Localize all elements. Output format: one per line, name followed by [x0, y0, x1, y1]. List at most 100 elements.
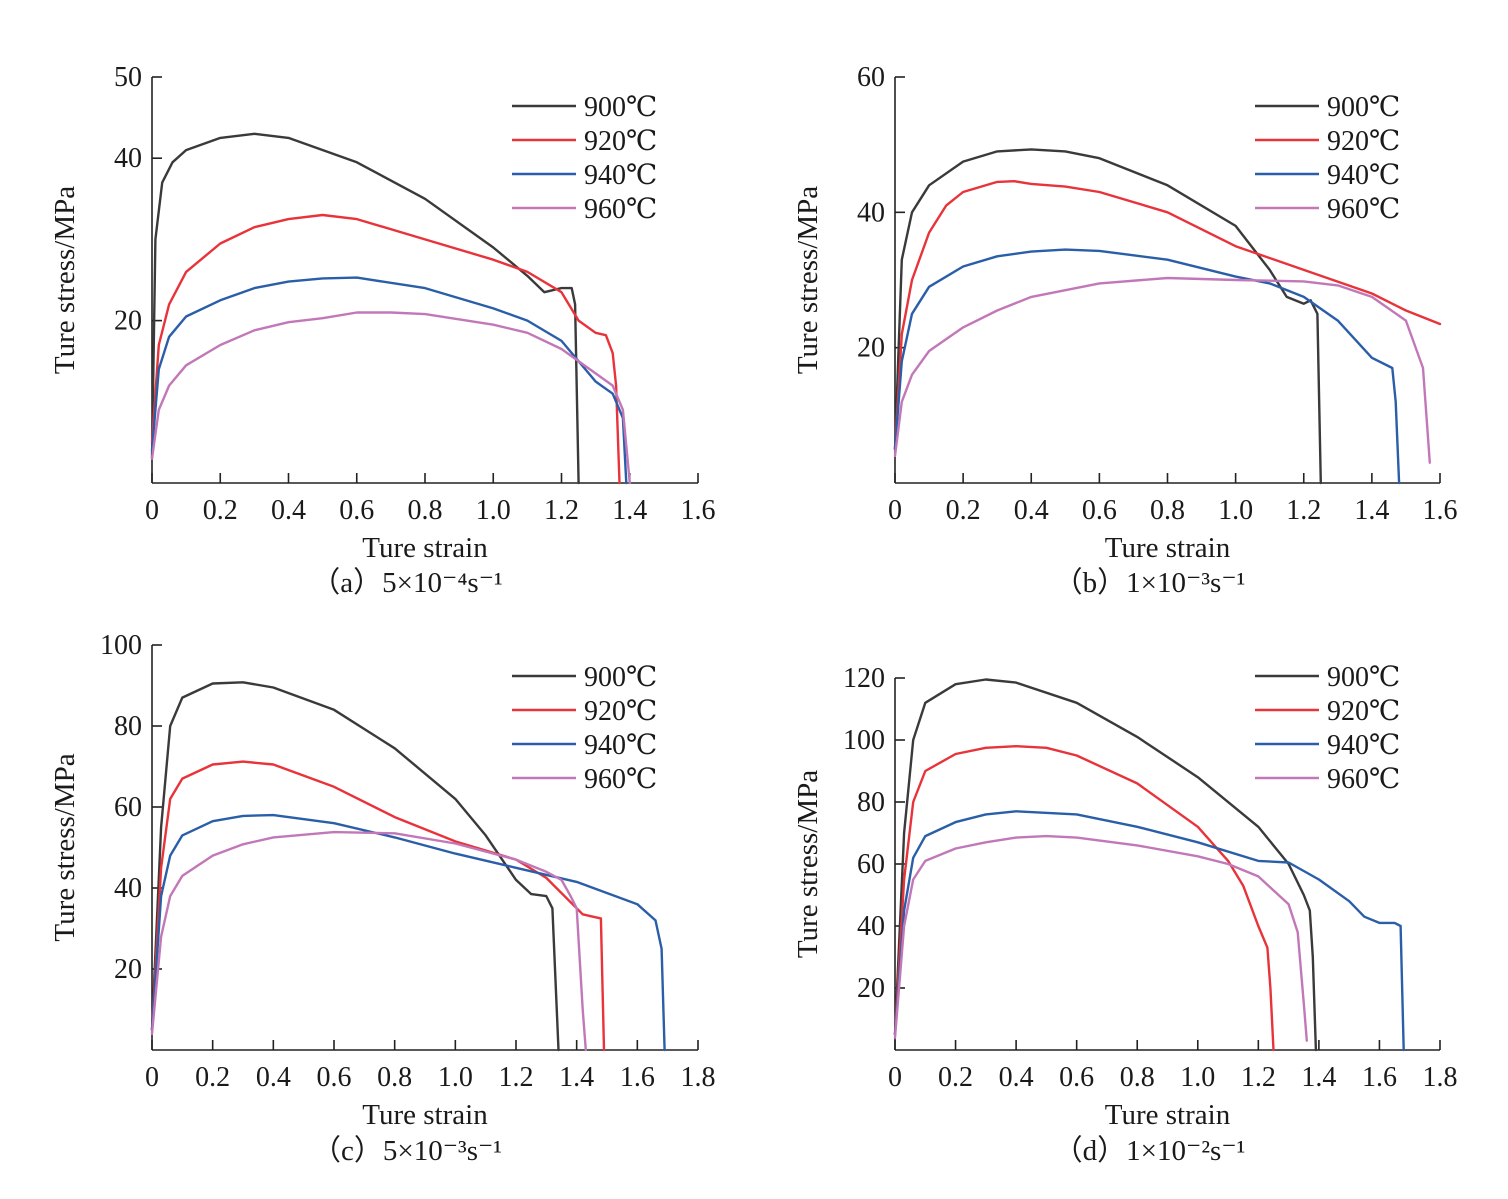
x-tick-label: 1.2 — [544, 495, 579, 526]
series-line-940 — [150, 276, 628, 485]
x-tick-label: 0.4 — [999, 1062, 1034, 1093]
y-tick-label: 100 — [843, 725, 885, 756]
y-tick-label: 60 — [857, 62, 885, 93]
legend-label-940: 940℃ — [584, 730, 657, 761]
x-tick-label: 0.2 — [946, 495, 981, 526]
x-tick-label: 1.4 — [1301, 1062, 1336, 1093]
y-tick-label: 40 — [857, 197, 885, 228]
series-line-920 — [893, 745, 1275, 1052]
panel-caption: （b）1×10⁻³s⁻¹ — [1054, 567, 1246, 599]
x-tick-label: 0.8 — [1120, 1062, 1155, 1093]
series-line-960 — [893, 834, 1309, 1042]
x-tick-label: 1.8 — [1423, 1062, 1458, 1093]
legend-label-960: 960℃ — [584, 764, 657, 795]
legend-label-940: 940℃ — [584, 160, 657, 191]
x-tick-label: 1.2 — [1241, 1062, 1276, 1093]
panel-caption: （a）5×10⁻⁴s⁻¹ — [311, 567, 502, 599]
x-tick-label: 0.2 — [195, 1062, 230, 1093]
y-tick-label: 40 — [114, 143, 142, 174]
x-tick-label: 0 — [145, 495, 159, 526]
y-tick-label: 40 — [857, 911, 885, 942]
series-line-900 — [150, 132, 580, 485]
chart-panel-d: 0 0.2 0.4 0.6 0.8 1.0 1.2 1.4 1.6 1.8 20 40 60 80 100 1… — [792, 662, 1458, 1167]
x-tick-label: 0.6 — [1059, 1062, 1094, 1093]
x-tick-label: 0.8 — [377, 1062, 412, 1093]
legend-label-920: 920℃ — [1327, 126, 1400, 157]
x-axis-title: Ture strain — [1105, 1099, 1231, 1131]
legend-label-900: 900℃ — [1327, 92, 1400, 123]
y-tick-label: 60 — [857, 849, 885, 880]
series-line-960 — [150, 311, 631, 485]
series-line-900 — [893, 148, 1323, 485]
x-tick-label: 1.4 — [559, 1062, 594, 1093]
y-tick-label: 20 — [114, 954, 142, 985]
x-tick-label: 0.6 — [339, 495, 374, 526]
y-tick-label: 20 — [857, 973, 885, 1004]
x-tick-label: 0 — [145, 1062, 159, 1093]
legend-label-960: 960℃ — [1327, 764, 1400, 795]
series-line-920 — [150, 213, 621, 485]
y-tick-label: 100 — [100, 630, 142, 661]
series-line-940 — [150, 813, 666, 1052]
y-tick-label: 120 — [843, 663, 885, 694]
x-tick-label: 0.6 — [317, 1062, 352, 1093]
x-tick-label: 1.4 — [1354, 495, 1389, 526]
x-tick-label: 1.0 — [1218, 495, 1253, 526]
x-tick-label: 0.2 — [938, 1062, 973, 1093]
y-axis-title: Ture stress/MPa — [792, 770, 824, 958]
x-tick-label: 0.4 — [271, 495, 306, 526]
legend-label-920: 920℃ — [584, 696, 657, 727]
x-tick-label: 0.4 — [1014, 495, 1049, 526]
y-axis-title: Ture stress/MPa — [49, 753, 81, 941]
panel-caption: （d）1×10⁻²s⁻¹ — [1054, 1135, 1246, 1167]
y-tick-label: 60 — [114, 792, 142, 823]
legend-label-920: 920℃ — [1327, 696, 1400, 727]
series-line-920 — [893, 179, 1442, 451]
chart-panel-a: 0 0.2 0.4 0.6 0.8 1.0 1.2 1.4 1.6 20 40 50 Ture stra… — [49, 62, 716, 599]
chart-panel-c: 0 0.2 0.4 0.6 0.8 1.0 1.2 1.4 1.6 1.8 20 40 60 80 100 T… — [49, 630, 716, 1167]
x-axis-title: Ture strain — [362, 1099, 488, 1131]
y-tick-label: 20 — [857, 333, 885, 364]
x-tick-label: 1.0 — [476, 495, 511, 526]
series-line-900 — [893, 678, 1318, 1052]
x-tick-label: 0.8 — [408, 495, 443, 526]
x-tick-label: 1.6 — [1362, 1062, 1397, 1093]
series-line-940 — [893, 810, 1405, 1052]
x-tick-label: 1.2 — [1286, 495, 1321, 526]
x-tick-label: 1.0 — [438, 1062, 473, 1093]
x-tick-label: 0.8 — [1150, 495, 1185, 526]
x-axis-title: Ture strain — [1105, 532, 1231, 564]
legend-label-900: 900℃ — [584, 92, 657, 123]
x-tick-label: 1.2 — [499, 1062, 534, 1093]
legend-label-900: 900℃ — [584, 662, 657, 693]
x-axis-title: Ture strain — [362, 532, 488, 564]
y-tick-label: 40 — [114, 873, 142, 904]
x-tick-label: 1.0 — [1180, 1062, 1215, 1093]
legend-label-900: 900℃ — [1327, 662, 1400, 693]
y-axis-title: Ture stress/MPa — [49, 186, 81, 374]
y-tick-label: 80 — [857, 787, 885, 818]
y-tick-label: 80 — [114, 711, 142, 742]
legend-label-960: 960℃ — [584, 194, 657, 225]
y-tick-label: 20 — [114, 306, 142, 337]
x-tick-label: 1.4 — [612, 495, 647, 526]
series-line-940 — [893, 248, 1401, 485]
x-tick-label: 1.6 — [681, 495, 716, 526]
y-tick-label: 50 — [114, 62, 142, 93]
series-line-960 — [150, 830, 587, 1052]
x-tick-label: 0.6 — [1082, 495, 1117, 526]
series-line-920 — [150, 760, 606, 1052]
chart-panel-b: 0 0.2 0.4 0.6 0.8 1.0 1.2 1.4 1.6 20 40 60 Ture stra… — [792, 62, 1458, 599]
x-tick-label: 0 — [888, 495, 902, 526]
legend-label-920: 920℃ — [584, 126, 657, 157]
x-tick-label: 0 — [888, 1062, 902, 1093]
y-axis-title: Ture stress/MPa — [792, 186, 824, 374]
x-tick-label: 0.2 — [203, 495, 238, 526]
legend-label-960: 960℃ — [1327, 194, 1400, 225]
x-tick-label: 1.6 — [1423, 495, 1458, 526]
